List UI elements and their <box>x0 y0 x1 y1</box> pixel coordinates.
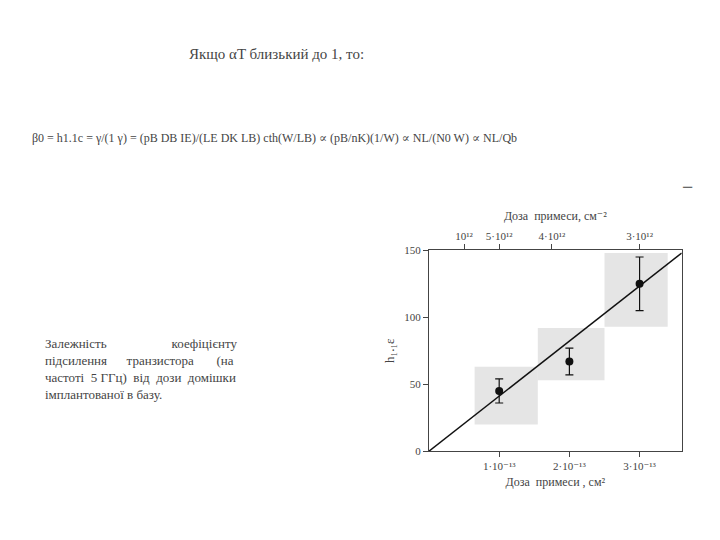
svg-text:5·10¹²: 5·10¹² <box>486 230 513 242</box>
svg-text:Доза примеси , см²: Доза примеси , см² <box>506 475 606 489</box>
svg-text:Залежність: Залежність коефіцієнтупідсилення транзис… <box>45 336 237 402</box>
svg-text:h₁.₁ε: h₁.₁ε <box>382 338 397 363</box>
svg-text:β0 = h1.1c = γ/(1 γ) = (pB DB: β0 = h1.1c = γ/(1 γ) = (pB DB IE)/(LE DK… <box>32 131 517 145</box>
svg-text:2·10⁻¹³: 2·10⁻¹³ <box>553 460 586 472</box>
svg-text:150: 150 <box>404 244 421 256</box>
svg-text:1·10⁻¹³: 1·10⁻¹³ <box>483 460 516 472</box>
svg-text:10¹²: 10¹² <box>455 230 473 242</box>
svg-text:50: 50 <box>410 378 422 390</box>
svg-text:3·10¹²: 3·10¹² <box>626 230 653 242</box>
svg-text:Якщо αT близький до 1, то:: Якщо αT близький до 1, то: <box>189 46 364 62</box>
svg-text:3·10⁻¹³: 3·10⁻¹³ <box>623 460 656 472</box>
svg-text:0: 0 <box>415 445 421 457</box>
svg-text:100: 100 <box>404 311 421 323</box>
svg-text:─: ─ <box>682 179 693 194</box>
svg-text:Доза примеси, см⁻²: Доза примеси, см⁻² <box>504 209 607 223</box>
svg-text:4·10¹²: 4·10¹² <box>538 230 565 242</box>
